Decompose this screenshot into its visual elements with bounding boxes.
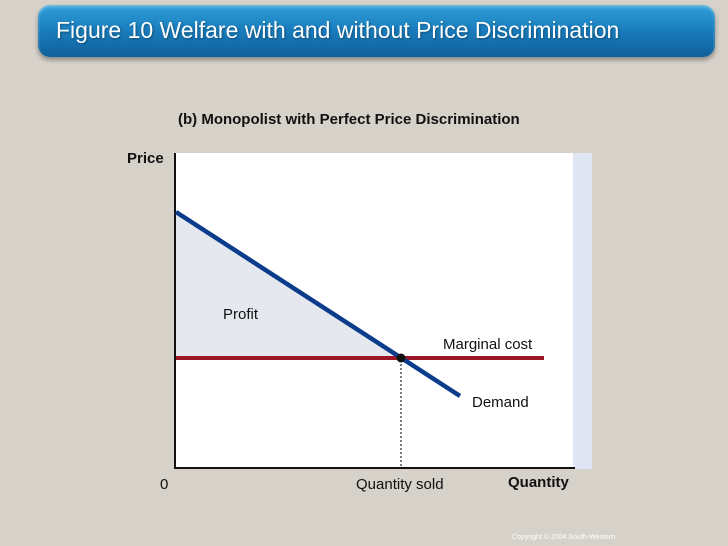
demand-curve (174, 210, 462, 398)
marginal-cost-label: Marginal cost (443, 336, 533, 353)
plot-shadow-edge (573, 153, 592, 469)
origin-label: 0 (160, 476, 169, 493)
demand-label: Demand (472, 394, 529, 411)
profit-label: Profit (223, 306, 259, 323)
title-bar: Figure 10 Welfare with and without Price… (38, 5, 715, 57)
equilibrium-point (396, 353, 406, 363)
quantity-sold-label: Quantity sold (356, 476, 444, 493)
diagram-subtitle: (b) Monopolist with Perfect Price Discri… (178, 111, 520, 128)
x-axis-label: Quantity (508, 474, 569, 491)
copyright-text: Copyright © 2004 South-Western (512, 534, 616, 541)
slide-title: Figure 10 Welfare with and without Price… (56, 17, 620, 43)
y-axis-label: Price (127, 150, 164, 167)
